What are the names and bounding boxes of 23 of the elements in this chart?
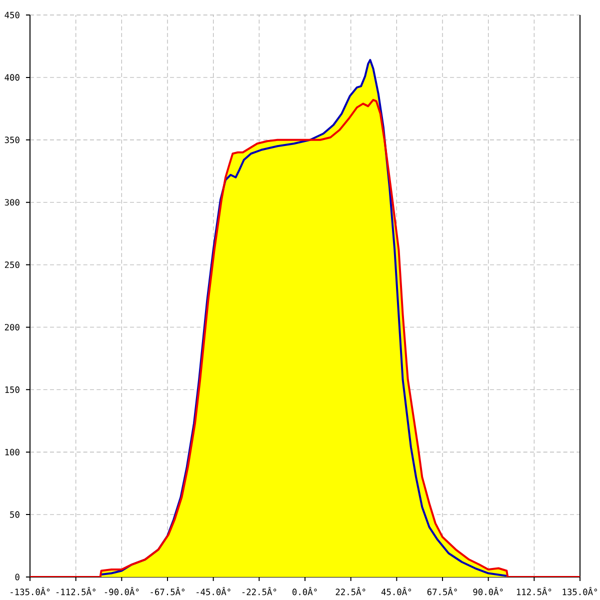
x-tick-label: 67.5Â° <box>427 587 457 596</box>
x-tick-label: 22.5Â° <box>336 587 366 596</box>
x-tick-label: 135.0Â° <box>562 587 597 596</box>
y-tick-label: 100 <box>5 448 20 456</box>
x-tick-label: -22.5Â° <box>242 587 276 596</box>
y-tick-label: 300 <box>4 199 20 206</box>
y-tick-label: 200 <box>4 324 20 330</box>
y-tick-label: 50 <box>10 511 20 518</box>
x-tick-label: -90.0Â° <box>104 587 139 596</box>
x-tick-label: 0.0Â° <box>292 587 317 596</box>
x-tick-label: 90.0Â° <box>473 587 503 596</box>
x-tick-label: 45.0Â° <box>381 587 412 596</box>
y-tick-label: 450 <box>4 12 20 18</box>
x-tick-label: -67.5Â° <box>150 587 184 596</box>
y-tick-label: 150 <box>5 386 20 393</box>
y-tick-label: 400 <box>4 74 20 81</box>
y-tick-label: 250 <box>4 262 20 268</box>
y-tick-label: 350 <box>4 136 20 144</box>
y-tick-label: 0 <box>15 574 20 580</box>
x-tick-label: -135.0Â° <box>10 587 50 596</box>
x-tick-label: -112.5Â° <box>56 587 96 596</box>
x-tick-label: -45.0Â° <box>196 587 230 596</box>
x-tick-label: 112.5Â° <box>516 587 552 596</box>
